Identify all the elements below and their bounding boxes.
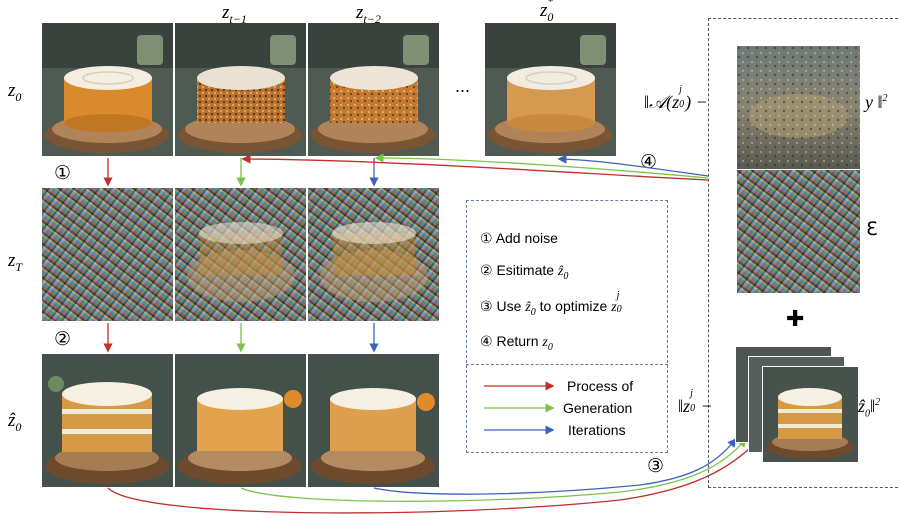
epsilon-label: Ɛ [866, 218, 878, 240]
loss-panel [708, 18, 898, 488]
legend-arrows [484, 381, 555, 435]
arrow-blue-return [557, 154, 709, 177]
step-2-marker: ② [54, 328, 72, 350]
legend-box [466, 200, 668, 453]
ellipsis: ... [455, 76, 471, 96]
arrow-green-return [374, 153, 709, 179]
legend-separator [466, 364, 668, 365]
col-label-zt-2: zt−2 [356, 2, 381, 26]
col-label-zt-1: zt−1 [222, 2, 247, 26]
legend-item-2: ② Esitimate ẑ0 [480, 262, 569, 282]
image-noise-epsilon [737, 170, 860, 293]
loss-term1-left: ‖𝒜(z j 0) − [644, 84, 708, 112]
row-label-z0: z0 [8, 80, 22, 104]
legend-label-process: Process of [567, 378, 634, 394]
step-1-marker: ① [54, 162, 72, 184]
image-measurement-y [737, 46, 860, 169]
loss-term2-left: ‖z j 0 − [678, 388, 713, 416]
row-label-zhat: ẑ0 [8, 410, 22, 434]
loss-term2-right: ẑ0‖2 [858, 396, 881, 420]
image-zhat-1 [42, 354, 173, 487]
image-z0-original [42, 23, 173, 156]
legend-label-generation: Generation [563, 400, 633, 416]
step-4-marker: ④ [640, 151, 658, 173]
step-3-marker: ③ [647, 455, 665, 477]
legend-label-iterations: Iterations [568, 422, 626, 438]
image-stack-front [762, 366, 859, 463]
image-zhat-3 [308, 354, 439, 487]
row-label-zT: zT [8, 250, 23, 274]
loss-term1-right: y ‖2 [865, 92, 888, 112]
plus-icon: ✚ [786, 307, 805, 332]
image-zT-noise-3 [308, 188, 439, 321]
legend-item-1: ① Add noise [480, 230, 558, 247]
legend-item-4: ④ Return z0 [480, 333, 553, 353]
arrow-red-return [241, 154, 709, 181]
image-z0-star [485, 23, 616, 156]
image-zT-noise-2 [175, 188, 306, 321]
col-label-z0-star: z * 0 [540, 0, 554, 24]
image-z-t-2 [308, 23, 439, 156]
image-zT-noise-1 [42, 188, 173, 321]
image-z-t-1 [175, 23, 306, 156]
image-zhat-2 [175, 354, 306, 487]
